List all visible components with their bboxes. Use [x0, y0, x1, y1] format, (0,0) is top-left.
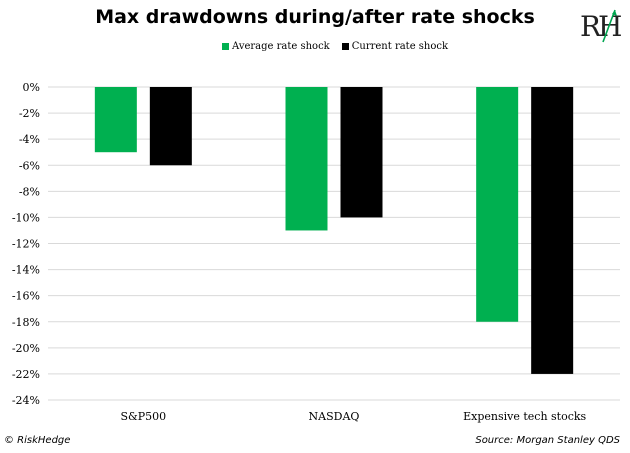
x-tick-label: Expensive tech stocks: [463, 410, 586, 423]
source-text: Source: Morgan Stanley QDS: [475, 435, 620, 446]
y-tick-label: -24%: [12, 394, 40, 407]
bar-current: [149, 87, 192, 166]
legend-label-average: Average rate shock: [232, 41, 330, 52]
y-tick-label: 0%: [23, 81, 40, 94]
y-tick-label: -14%: [12, 264, 40, 277]
legend-swatch-average: [222, 43, 229, 50]
y-tick-label: -10%: [12, 211, 40, 224]
legend-swatch-current: [341, 43, 349, 50]
bar-average: [285, 87, 328, 231]
svg-text:R: R: [580, 10, 602, 43]
y-tick-label: -16%: [12, 290, 40, 303]
y-tick-label: -18%: [12, 316, 40, 329]
svg-text:H: H: [598, 10, 622, 43]
y-tick-label: -4%: [19, 133, 40, 146]
y-tick-label: -20%: [12, 342, 40, 355]
chart-title: Max drawdowns during/after rate shocks: [95, 6, 535, 28]
legend: Average rate shock Current rate shock: [222, 41, 460, 52]
copyright-text: © RiskHedge: [4, 435, 71, 446]
legend-label-current: Current rate shock: [351, 41, 449, 52]
legend-item-current: Current rate shock: [341, 41, 449, 52]
bar-average: [94, 87, 137, 153]
y-tick-label: -6%: [19, 159, 40, 172]
y-tick-label: -8%: [19, 185, 40, 198]
y-tick-label: -2%: [19, 107, 40, 120]
x-tick-label: NASDAQ: [309, 410, 360, 423]
y-tick-label: -12%: [12, 238, 40, 251]
bar-current: [531, 87, 574, 374]
x-tick-label: S&P500: [120, 410, 166, 423]
y-tick-label: -22%: [12, 368, 40, 381]
legend-item-average: Average rate shock: [222, 41, 330, 52]
riskhedge-logo: R H: [580, 9, 622, 43]
bar-average: [476, 87, 519, 322]
bar-current: [340, 87, 383, 218]
